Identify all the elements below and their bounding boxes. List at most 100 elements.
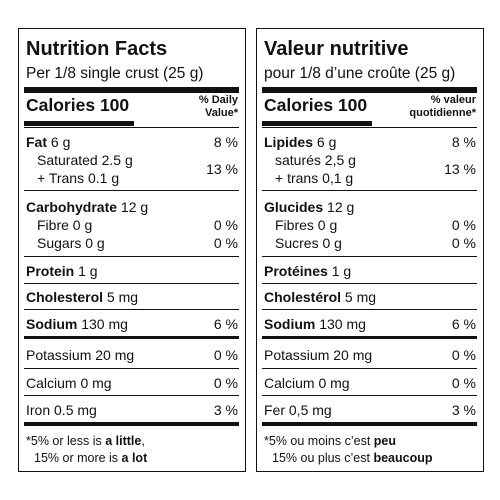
nutrient-row: Fer 0,5 mg	[264, 402, 332, 418]
nutrient-row: Fibre 0 g	[37, 217, 93, 233]
nutrient-row: Potassium 20 mg	[264, 347, 373, 363]
daily-value: 13 %	[444, 161, 476, 177]
calories-label: Calories	[26, 95, 96, 115]
serving-size: pour 1/8 d’une croûte (25 g)	[264, 65, 456, 82]
footnote-text: *5% ou moins c’est	[264, 434, 374, 448]
footnote-text: a little	[105, 434, 142, 448]
dv-header: quotidienne*	[409, 107, 476, 119]
calories-value: 100	[337, 95, 368, 115]
daily-value: 0 %	[451, 375, 476, 391]
nutrient-row: Sugars 0 g	[37, 235, 105, 251]
daily-value: 0 %	[451, 347, 476, 363]
rule	[262, 283, 477, 284]
nutrient-row: Sodium 130 mg	[264, 315, 366, 333]
calories-value: 100	[99, 95, 130, 115]
daily-value: 8 %	[451, 134, 476, 150]
nutrient-row: Protein 1 g	[26, 262, 98, 280]
nutrient-row: Iron 0.5 mg	[26, 402, 97, 418]
nutrient-amount: 1 g	[331, 263, 352, 279]
daily-value: 3 %	[451, 402, 476, 418]
nutrient-row: Protéines 1 g	[264, 262, 351, 280]
nutrient-name: Glucides	[264, 199, 324, 215]
nutrient-name: Protein	[26, 263, 75, 279]
nutrient-name: Fat	[26, 134, 47, 150]
nutrient-amount: 12 g	[327, 199, 355, 215]
daily-value: 6 %	[451, 316, 476, 332]
sub-nutrient: + Trans 0.1 g	[37, 170, 120, 186]
daily-value: 13 %	[206, 161, 238, 177]
sub-nutrient: saturés 2,5 g	[275, 152, 356, 168]
rule	[262, 87, 477, 93]
rule	[262, 395, 477, 396]
footnote-text: 15% or more is	[34, 451, 122, 465]
daily-value: 0 %	[213, 347, 238, 363]
nutrient-amount: 130 mg	[319, 316, 366, 332]
rule	[262, 309, 477, 310]
footnote-text: beaucoup	[373, 451, 433, 465]
nutrient-amount: 5 mg	[344, 289, 377, 305]
rule	[262, 336, 477, 339]
rule	[24, 283, 239, 284]
rule	[24, 190, 239, 191]
nutrient-row: Carbohydrate 12 g	[26, 198, 148, 216]
nutrient-row: Calcium 0 mg	[26, 375, 112, 391]
footnote-text: a lot	[121, 451, 148, 465]
rule	[24, 395, 239, 396]
nutrient-row: Lipides 6 g	[264, 133, 336, 151]
nutrient-row: Sodium 130 mg	[26, 315, 128, 333]
nutrient-amount: 1 g	[78, 263, 98, 279]
nutrient-amount: 5 mg	[106, 289, 139, 305]
calories-label: Calories	[264, 95, 334, 115]
rule	[262, 256, 477, 257]
rule	[24, 127, 239, 128]
nutrient-row: Sucres 0 g	[275, 235, 342, 251]
nutrient-row: Fat 6 g	[26, 133, 70, 151]
daily-value: 6 %	[213, 316, 238, 332]
footnote-text: ,	[141, 434, 145, 448]
daily-value: 8 %	[213, 134, 238, 150]
serving-size: Per 1/8 single crust (25 g)	[26, 65, 204, 82]
footnote-line: *5% or less is a little,	[26, 432, 145, 450]
rule	[24, 309, 239, 310]
rule	[24, 368, 239, 369]
nutrient-amount: 6 g	[50, 134, 71, 150]
daily-value: 3 %	[213, 402, 238, 418]
nutrient-amount: 6 g	[316, 134, 337, 150]
nutrient-row: Calcium 0 mg	[264, 375, 350, 391]
daily-value: 0 %	[213, 375, 238, 391]
rule	[262, 121, 372, 126]
nutrient-name: Lipides	[264, 134, 314, 150]
rule	[24, 87, 239, 93]
daily-value: 0 %	[451, 235, 476, 251]
nutrient-name: Sodium	[26, 316, 78, 332]
sub-nutrient: Saturated 2.5 g	[37, 152, 133, 168]
dv-header: % Daily	[198, 94, 238, 106]
nutrient-name: Cholesterol	[26, 289, 104, 305]
rule	[262, 422, 477, 426]
calories-row: Calories 100	[264, 95, 367, 115]
footnote-line: *5% ou moins c’est peu	[264, 432, 396, 450]
nutrient-row: Cholesterol 5 mg	[26, 288, 138, 306]
rule	[262, 368, 477, 369]
dv-header: Value*	[204, 107, 238, 119]
nutrient-amount: 130 mg	[81, 316, 128, 332]
nutrient-name: Carbohydrate	[26, 199, 118, 215]
nutrient-name: Cholestérol	[264, 289, 342, 305]
nutrient-row: Cholestérol 5 mg	[264, 288, 376, 306]
daily-value: 0 %	[451, 217, 476, 233]
rule	[24, 422, 239, 426]
panel-title: Nutrition Facts	[26, 38, 168, 60]
nutrient-row: Glucides 12 g	[264, 198, 354, 216]
rule	[262, 190, 477, 191]
sub-nutrient: + trans 0,1 g	[275, 170, 354, 186]
nutrient-row: Potassium 20 mg	[26, 347, 135, 363]
nutrient-amount: 12 g	[120, 199, 149, 215]
nutrient-row: Fibres 0 g	[275, 217, 338, 233]
nutrient-name: Sodium	[264, 316, 316, 332]
footnote-text: *5% or less is	[26, 434, 106, 448]
footnote-line: 15% or more is a lot	[34, 449, 147, 467]
daily-value: 0 %	[213, 217, 238, 233]
nutrient-name: Protéines	[264, 263, 328, 279]
rule	[262, 127, 477, 128]
